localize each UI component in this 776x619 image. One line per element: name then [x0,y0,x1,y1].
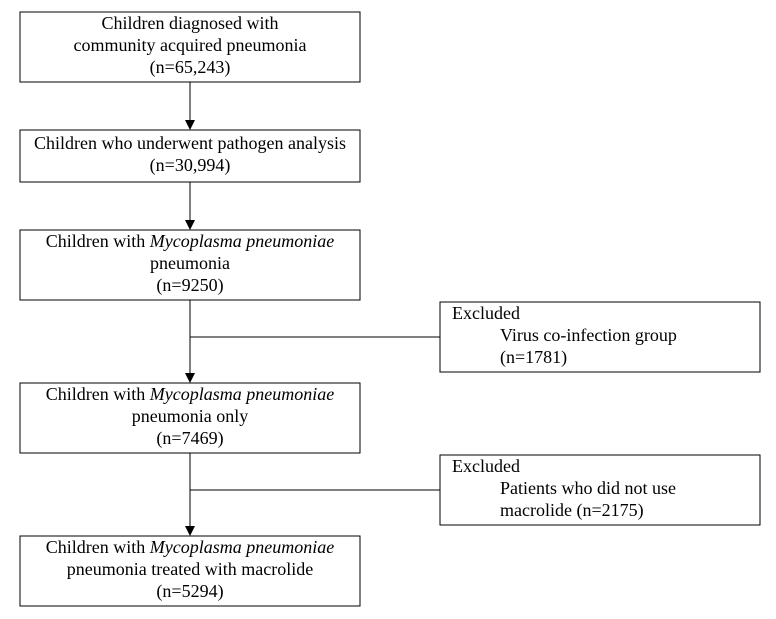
main-box-2-line-2: (n=9250) [156,275,223,296]
exclusion-box-1-line-2: macrolide (n=2175) [500,500,644,521]
main-box-4-line-1: pneumonia treated with macrolide [67,559,313,579]
arrow-head-2 [185,373,195,383]
main-box-3-line-1: pneumonia only [132,406,248,426]
exclusion-box-1-line-1: Patients who did not use [500,478,676,498]
main-box-3-line-2: (n=7469) [156,428,223,449]
main-box-0-line-1: community acquired pneumonia [74,35,307,55]
arrow-head-3 [185,526,195,536]
main-box-2-line-0: Children with Mycoplasma pneumoniae [46,231,334,251]
exclusion-box-0-line-1: Virus co-infection group [500,325,677,345]
exclusion-box-0-line-2: (n=1781) [500,347,567,368]
arrow-head-0 [185,120,195,130]
main-box-4-line-2: (n=5294) [156,581,223,602]
main-box-0-line-0: Children diagnosed with [102,13,279,33]
main-box-3-line-0: Children with Mycoplasma pneumoniae [46,384,334,404]
arrow-head-1 [185,220,195,230]
exclusion-box-1-line-0: Excluded [452,456,520,476]
main-box-4-line-0: Children with Mycoplasma pneumoniae [46,537,334,557]
main-box-1-line-0: Children who underwent pathogen analysis [34,133,346,153]
main-box-2-line-1: pneumonia [150,253,230,273]
main-box-1-line-1: (n=30,994) [150,155,231,176]
main-box-0-line-2: (n=65,243) [150,57,231,78]
exclusion-box-0-line-0: Excluded [452,303,520,323]
